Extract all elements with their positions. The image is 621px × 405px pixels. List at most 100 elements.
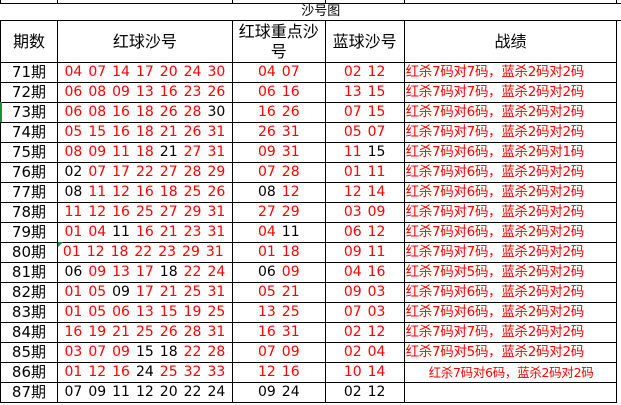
period-cell[interactable]: 85期 bbox=[0, 342, 58, 363]
result-cell[interactable]: 红杀7码对6码，蓝杀2码对2码 bbox=[403, 102, 618, 123]
result-cell[interactable] bbox=[403, 382, 618, 403]
result-cell[interactable]: 红杀7码对6码，蓝杀2码对2码 bbox=[403, 282, 618, 303]
period-cell[interactable]: 71期 bbox=[0, 62, 58, 83]
blue-sand-cell[interactable]: 07 03 bbox=[324, 302, 405, 323]
red-key-cell[interactable]: 09 31 bbox=[231, 142, 326, 163]
result-cell[interactable]: 红杀7码对5码，蓝杀2码对2码 bbox=[403, 342, 618, 363]
red-sand-cell[interactable]: 01 05 06 13 15 19 25 bbox=[56, 302, 233, 323]
red-sand-cell[interactable]: 01 04 11 16 21 23 31 bbox=[56, 222, 233, 243]
result-cell[interactable]: 红杀7码对7码，蓝杀2码对2码 bbox=[403, 62, 618, 83]
cell[interactable] bbox=[617, 323, 621, 343]
period-cell[interactable]: 75期 bbox=[0, 142, 58, 163]
red-key-cell[interactable]: 06 16 bbox=[231, 82, 326, 103]
red-sand-cell[interactable]: 01 12 18 22 23 29 31 bbox=[56, 242, 233, 263]
blue-sand-cell[interactable]: 02 12 bbox=[324, 322, 405, 343]
red-sand-cell[interactable]: 06 08 09 13 16 23 26 bbox=[56, 82, 233, 103]
blue-sand-cell[interactable]: 09 11 bbox=[324, 242, 405, 263]
period-cell[interactable]: 72期 bbox=[0, 82, 58, 103]
blue-sand-cell[interactable]: 06 12 bbox=[324, 222, 405, 243]
cell[interactable] bbox=[617, 63, 621, 83]
cell[interactable] bbox=[617, 303, 621, 323]
red-sand-cell[interactable]: 06 08 16 18 26 28 30 bbox=[56, 102, 233, 123]
red-sand-cell[interactable]: 08 09 11 18 21 27 31 bbox=[56, 142, 233, 163]
period-cell[interactable]: 81期 bbox=[0, 262, 58, 283]
red-key-cell[interactable]: 13 25 bbox=[231, 302, 326, 323]
red-sand-cell[interactable]: 04 07 14 17 20 24 30 bbox=[56, 62, 233, 83]
blue-sand-cell[interactable]: 11 15 bbox=[324, 142, 405, 163]
period-cell[interactable]: 78期 bbox=[0, 202, 58, 223]
red-sand-cell[interactable]: 16 19 21 25 26 28 31 bbox=[56, 322, 233, 343]
result-cell[interactable]: 红杀7码对7码，蓝杀2码对2码 bbox=[403, 202, 618, 223]
result-cell[interactable]: 红杀7码对5码，蓝杀2码对2码 bbox=[403, 262, 618, 283]
red-key-cell[interactable]: 12 16 bbox=[231, 362, 326, 383]
red-sand-cell[interactable]: 01 12 16 24 25 32 33 bbox=[56, 362, 233, 383]
period-cell[interactable]: 76期 bbox=[0, 162, 58, 183]
cell[interactable] bbox=[617, 83, 621, 103]
period-cell[interactable]: 74期 bbox=[0, 122, 58, 143]
header-red-key[interactable]: 红球重点沙号 bbox=[231, 20, 326, 63]
red-sand-cell[interactable]: 06 09 13 17 18 22 24 bbox=[56, 262, 233, 283]
blue-sand-cell[interactable]: 03 09 bbox=[324, 202, 405, 223]
blue-sand-cell[interactable]: 07 15 bbox=[324, 102, 405, 123]
cell[interactable] bbox=[617, 123, 621, 143]
red-key-cell[interactable]: 07 28 bbox=[231, 162, 326, 183]
red-key-cell[interactable]: 04 11 bbox=[231, 222, 326, 243]
blue-sand-cell[interactable]: 02 04 bbox=[324, 342, 405, 363]
period-cell[interactable]: 83期 bbox=[0, 302, 58, 323]
blue-sand-cell[interactable]: 09 03 bbox=[324, 282, 405, 303]
red-sand-cell[interactable]: 11 12 16 25 27 29 31 bbox=[56, 202, 233, 223]
cell[interactable] bbox=[617, 183, 621, 203]
result-cell[interactable]: 红杀7码对7码，蓝杀2码对2码 bbox=[403, 82, 618, 103]
result-cell[interactable]: 红杀7码对6码，蓝杀2码对2码 bbox=[403, 362, 618, 383]
header-red[interactable]: 红球沙号 bbox=[56, 20, 233, 63]
cell[interactable] bbox=[617, 223, 621, 243]
result-cell[interactable]: 红杀7码对6码，蓝杀2码对2码 bbox=[403, 222, 618, 243]
header-period[interactable]: 期数 bbox=[0, 20, 58, 63]
red-sand-cell[interactable]: 08 11 12 16 18 25 26 bbox=[56, 182, 233, 203]
period-cell[interactable]: 80期 bbox=[0, 242, 58, 263]
result-cell[interactable]: 红杀7码对6码，蓝杀2码对2码 bbox=[403, 302, 618, 323]
period-cell[interactable]: 86期 bbox=[0, 362, 58, 383]
red-key-cell[interactable]: 09 24 bbox=[231, 382, 326, 403]
red-sand-cell[interactable]: 03 07 09 15 18 22 28 bbox=[56, 342, 233, 363]
red-key-cell[interactable]: 07 09 bbox=[231, 342, 326, 363]
period-cell[interactable]: 79期 bbox=[0, 222, 58, 243]
red-key-cell[interactable]: 27 29 bbox=[231, 202, 326, 223]
sheet-title[interactable]: 沙号图 bbox=[0, 3, 621, 21]
red-key-cell[interactable]: 16 26 bbox=[231, 102, 326, 123]
cell[interactable] bbox=[617, 343, 621, 363]
red-sand-cell[interactable]: 01 05 09 17 21 25 31 bbox=[56, 282, 233, 303]
cell[interactable] bbox=[617, 163, 621, 183]
cell[interactable] bbox=[617, 243, 621, 263]
blue-sand-cell[interactable]: 02 12 bbox=[324, 382, 405, 403]
cell[interactable] bbox=[617, 363, 621, 383]
red-key-cell[interactable]: 01 18 bbox=[231, 242, 326, 263]
red-key-cell[interactable]: 08 12 bbox=[231, 182, 326, 203]
period-cell[interactable]: 77期 bbox=[0, 182, 58, 203]
red-key-cell[interactable]: 05 21 bbox=[231, 282, 326, 303]
red-sand-cell[interactable]: 02 07 17 22 27 28 29 bbox=[56, 162, 233, 183]
red-key-cell[interactable]: 04 07 bbox=[231, 62, 326, 83]
red-key-cell[interactable]: 26 31 bbox=[231, 122, 326, 143]
result-cell[interactable]: 红杀7码对6码，蓝杀2码对1码 bbox=[403, 142, 618, 163]
cell[interactable] bbox=[617, 203, 621, 223]
result-cell[interactable]: 红杀7码对6码，蓝杀2码对2码 bbox=[403, 182, 618, 203]
header-blue[interactable]: 蓝球沙号 bbox=[324, 20, 405, 63]
period-cell[interactable]: 87期 bbox=[0, 382, 58, 403]
cell[interactable] bbox=[617, 21, 621, 63]
blue-sand-cell[interactable]: 12 14 bbox=[324, 182, 405, 203]
red-sand-cell[interactable]: 07 09 11 12 20 22 24 bbox=[56, 382, 233, 403]
red-sand-cell[interactable]: 05 15 16 18 21 26 31 bbox=[56, 122, 233, 143]
blue-sand-cell[interactable]: 01 11 bbox=[324, 162, 405, 183]
result-cell[interactable]: 红杀7码对7码，蓝杀2码对2码 bbox=[403, 322, 618, 343]
period-cell[interactable]: 84期 bbox=[0, 322, 58, 343]
cell[interactable] bbox=[617, 103, 621, 123]
blue-sand-cell[interactable]: 04 16 bbox=[324, 262, 405, 283]
cell[interactable] bbox=[617, 383, 621, 403]
result-cell[interactable]: 红杀7码对6码，蓝杀2码对2码 bbox=[403, 162, 618, 183]
cell[interactable] bbox=[617, 283, 621, 303]
red-key-cell[interactable]: 16 31 bbox=[231, 322, 326, 343]
blue-sand-cell[interactable]: 05 07 bbox=[324, 122, 405, 143]
result-cell[interactable]: 红杀7码对7码，蓝杀2码对2码 bbox=[403, 242, 618, 263]
cell[interactable] bbox=[617, 263, 621, 283]
